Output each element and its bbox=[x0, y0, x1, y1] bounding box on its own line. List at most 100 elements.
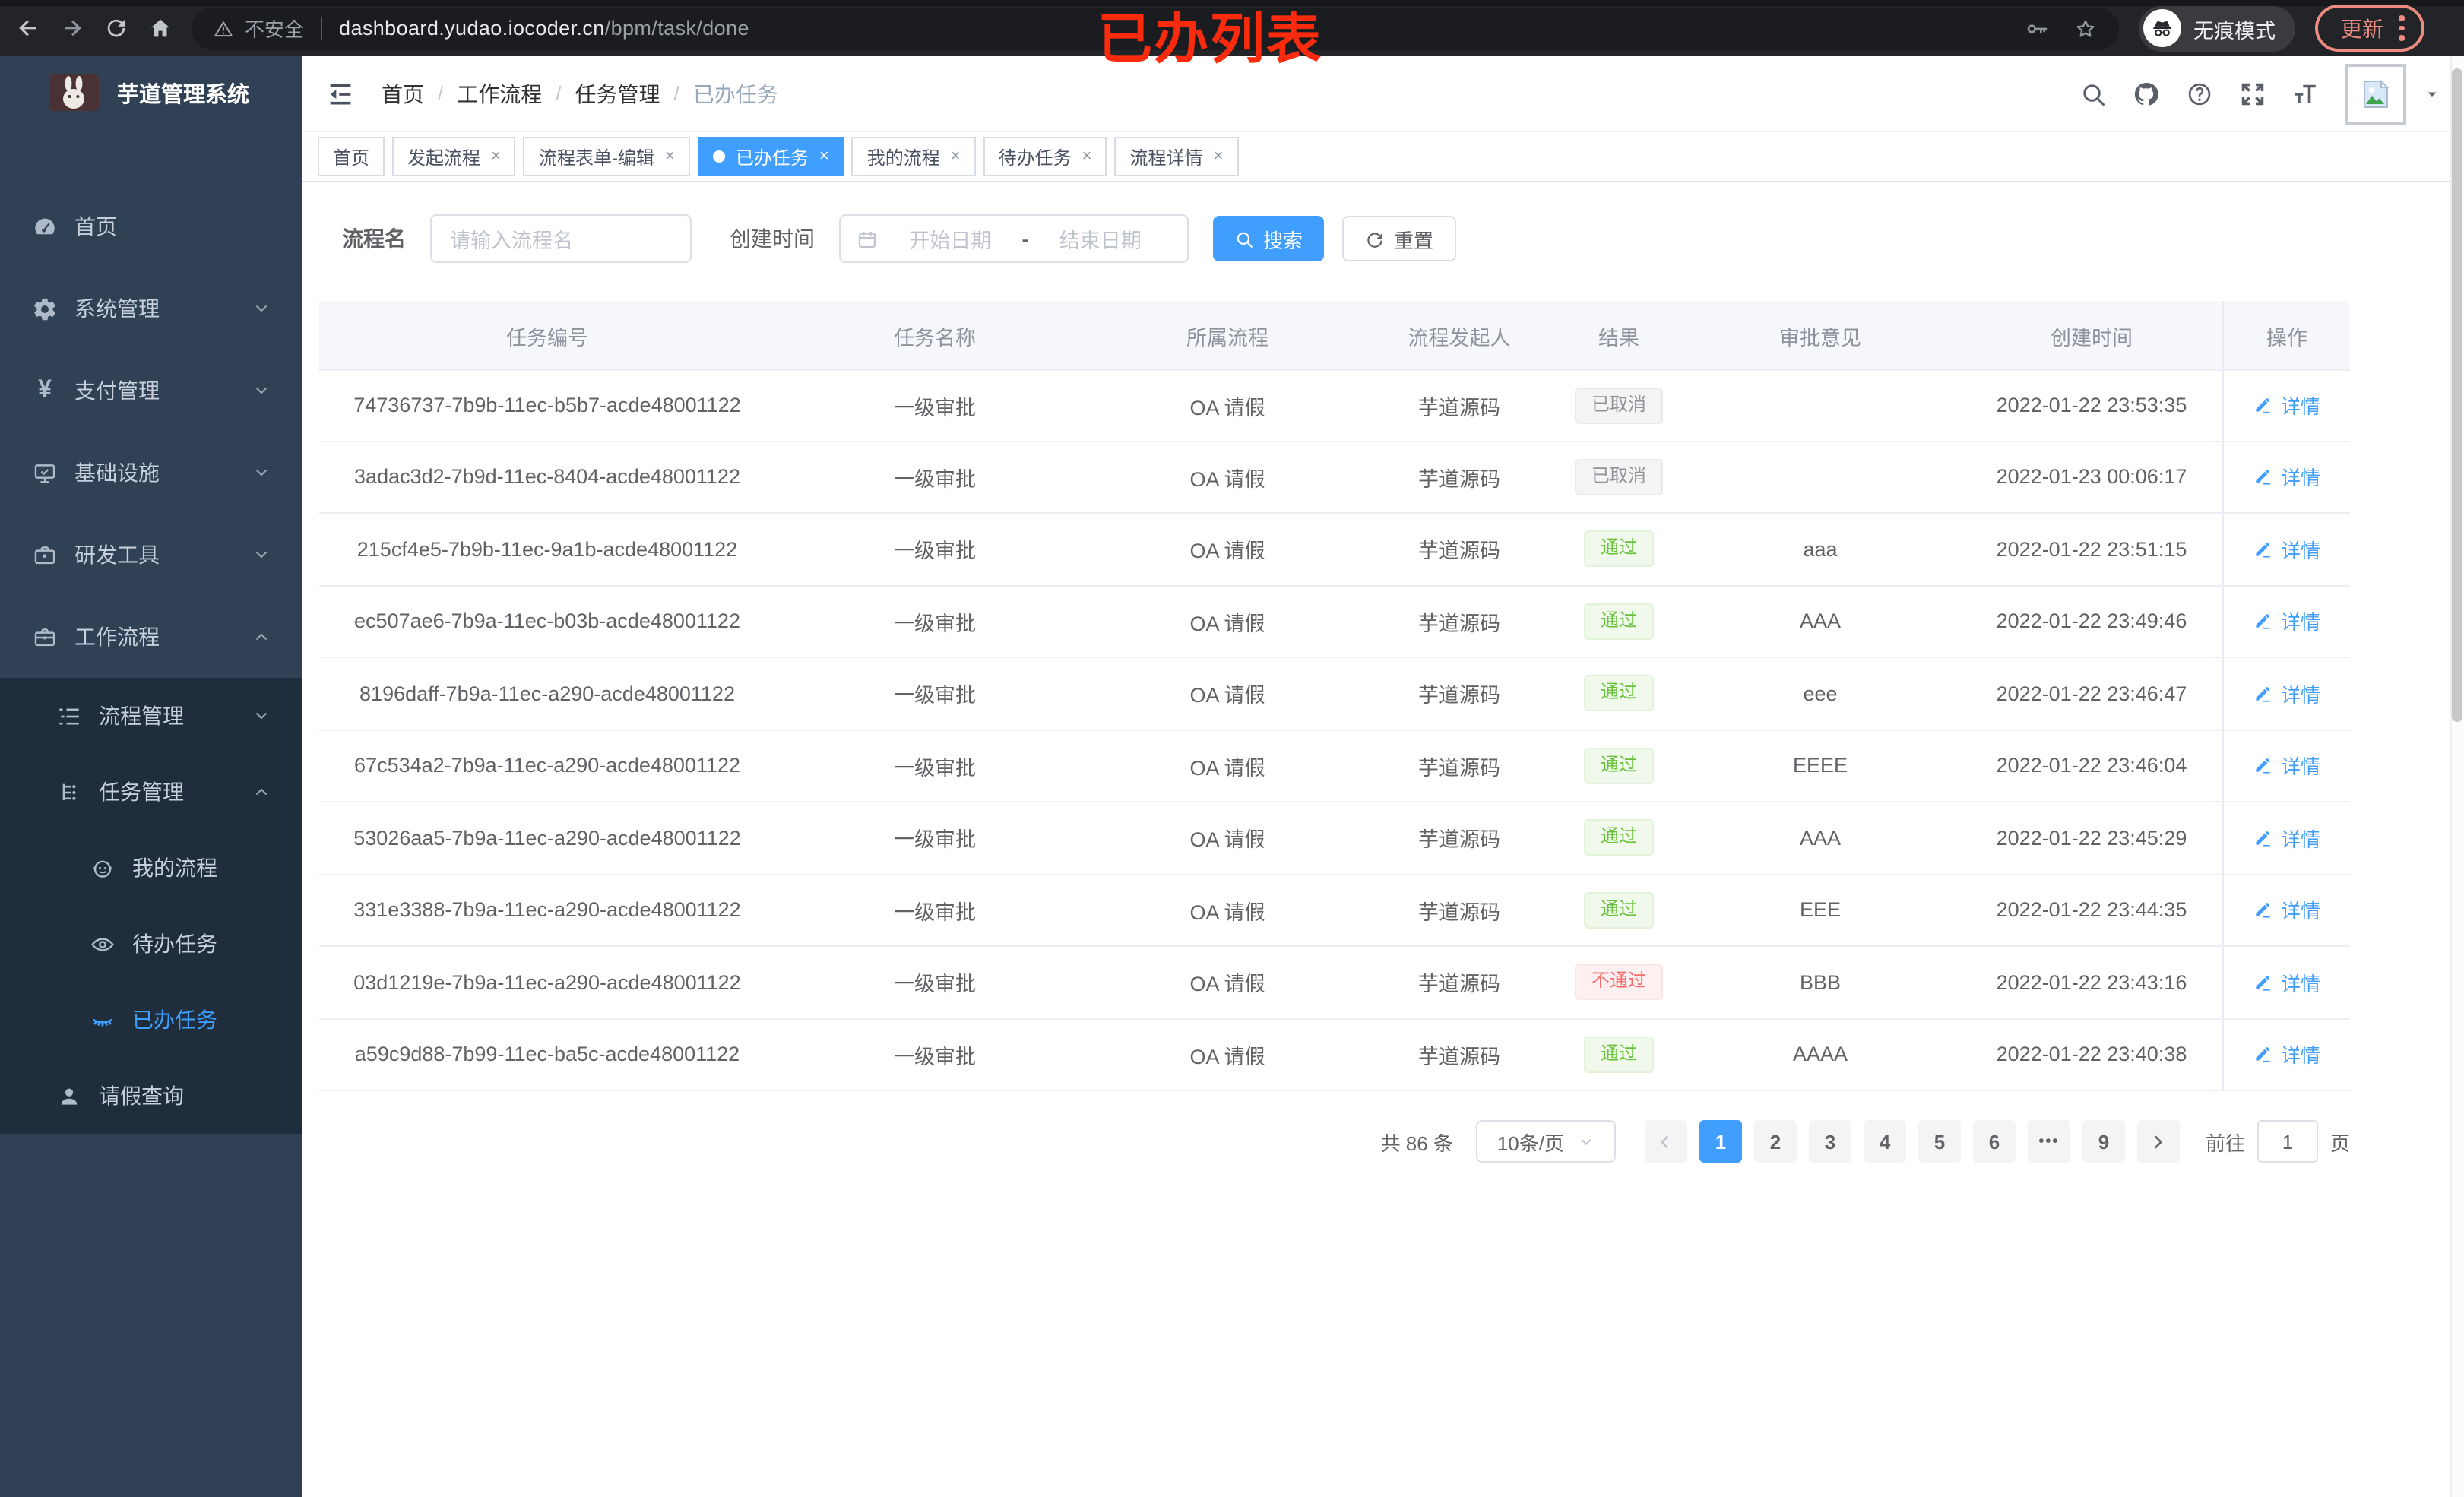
avatar[interactable] bbox=[2345, 63, 2406, 124]
reload-icon[interactable] bbox=[103, 15, 129, 41]
chevron-down-icon bbox=[252, 299, 271, 318]
end-date-placeholder[interactable]: 结束日期 bbox=[1059, 229, 1142, 252]
tab-首页[interactable]: 首页 bbox=[318, 137, 385, 176]
detail-link-label: 详情 bbox=[2280, 467, 2320, 490]
process-name-input[interactable]: 请输入流程名 bbox=[430, 214, 692, 263]
detail-link[interactable]: 详情 bbox=[2253, 896, 2320, 925]
security-label: 不安全 bbox=[245, 18, 305, 41]
monitor-icon bbox=[32, 460, 58, 486]
sidebar-item-基础设施[interactable]: 基础设施 bbox=[0, 432, 302, 514]
sidebar-toggle-icon[interactable] bbox=[325, 78, 356, 109]
detail-link[interactable]: 详情 bbox=[2253, 968, 2320, 997]
date-range-picker[interactable]: 开始日期 - 结束日期 bbox=[839, 214, 1189, 263]
page-button-5[interactable]: 5 bbox=[1918, 1120, 1961, 1163]
sidebar-item-系统管理[interactable]: 系统管理 bbox=[0, 267, 302, 350]
help-icon[interactable] bbox=[2186, 80, 2213, 107]
cell-操作: 详情 bbox=[2222, 586, 2350, 657]
tab-close-icon[interactable]: × bbox=[1213, 147, 1224, 165]
cell-任务编号: 53026aa5-7b9a-11ec-a290-acde48001122 bbox=[353, 826, 741, 850]
app-title: 芋道管理系统 bbox=[117, 83, 249, 107]
goto-label: 前往 bbox=[2205, 1131, 2245, 1154]
goto-page-input[interactable]: 1 bbox=[2257, 1120, 2318, 1163]
breadcrumb-item[interactable]: 任务管理 bbox=[575, 81, 660, 106]
start-date-placeholder[interactable]: 开始日期 bbox=[909, 229, 992, 252]
detail-link[interactable]: 详情 bbox=[2253, 535, 2320, 564]
scrollbar-thumb[interactable] bbox=[2452, 68, 2462, 722]
detail-link[interactable]: 详情 bbox=[2253, 824, 2320, 853]
tab-close-icon[interactable]: × bbox=[491, 147, 501, 165]
page-button-6[interactable]: 6 bbox=[1972, 1120, 2016, 1163]
avatar-caret-icon[interactable] bbox=[2423, 84, 2441, 103]
sidebar-item-请假查询[interactable]: 请假查询 bbox=[0, 1058, 302, 1134]
chevron-up-icon bbox=[252, 628, 271, 646]
sidebar-item-已办任务[interactable]: 已办任务 bbox=[0, 982, 302, 1058]
prev-page-button[interactable] bbox=[1644, 1120, 1687, 1163]
cell-任务名称: 一级审批 bbox=[894, 973, 976, 996]
home-icon[interactable] bbox=[147, 15, 173, 41]
key-icon[interactable] bbox=[2025, 16, 2049, 40]
result-badge: 通过 bbox=[1583, 747, 1654, 784]
tab-close-icon[interactable]: × bbox=[1082, 147, 1092, 165]
table-row: a59c9d88-7b99-11ec-ba5c-acde48001122 一级审批… bbox=[319, 1019, 2350, 1091]
search-icon[interactable] bbox=[2079, 80, 2107, 107]
detail-link[interactable]: 详情 bbox=[2253, 391, 2320, 420]
detail-link[interactable]: 详情 bbox=[2253, 752, 2320, 780]
cell-操作: 详情 bbox=[2222, 730, 2350, 801]
breadcrumb-item[interactable]: 首页 bbox=[382, 81, 424, 106]
page-button-4[interactable]: 4 bbox=[1863, 1120, 1906, 1163]
cell-操作: 详情 bbox=[2222, 658, 2350, 729]
detail-link-label: 详情 bbox=[2280, 539, 2320, 562]
chevron-down-icon bbox=[252, 546, 271, 564]
font-size-icon[interactable] bbox=[2292, 80, 2320, 107]
window-scrollbar[interactable] bbox=[2450, 56, 2464, 1497]
page-size-select[interactable]: 10条/页 bbox=[1475, 1120, 1616, 1163]
page-button-9[interactable]: 9 bbox=[2082, 1120, 2125, 1163]
sidebar-item-支付管理[interactable]: ¥ 支付管理 bbox=[0, 350, 302, 432]
tab-close-icon[interactable]: × bbox=[664, 147, 675, 165]
sidebar-item-流程管理[interactable]: 流程管理 bbox=[0, 678, 302, 754]
tab-我的流程[interactable]: 我的流程 × bbox=[851, 137, 976, 176]
sidebar-item-工作流程[interactable]: 工作流程 bbox=[0, 596, 302, 678]
page-button-2[interactable]: 2 bbox=[1753, 1120, 1797, 1163]
star-icon[interactable] bbox=[2073, 16, 2098, 40]
tab-已办任务[interactable]: 已办任务 × bbox=[697, 137, 844, 176]
update-button[interactable]: 更新 bbox=[2315, 5, 2424, 52]
cell-审批意见: EEE bbox=[1799, 898, 1841, 922]
edit-icon bbox=[2253, 828, 2273, 848]
tab-流程表单-编辑[interactable]: 流程表单-编辑 × bbox=[523, 137, 690, 176]
sidebar-item-待办任务[interactable]: 待办任务 bbox=[0, 906, 302, 982]
url-divider bbox=[321, 17, 323, 40]
fullscreen-icon[interactable] bbox=[2239, 80, 2266, 107]
sidebar-item-任务管理[interactable]: 任务管理 bbox=[0, 754, 302, 830]
pagination-ellipsis[interactable]: ••• bbox=[2027, 1120, 2070, 1163]
page-button-1[interactable]: 1 bbox=[1699, 1120, 1742, 1163]
detail-link[interactable]: 详情 bbox=[2253, 463, 2320, 492]
next-page-button[interactable] bbox=[2136, 1120, 2180, 1163]
breadcrumb-item[interactable]: 工作流程 bbox=[457, 81, 543, 106]
search-button[interactable]: 搜索 bbox=[1213, 216, 1325, 261]
cell-创建时间: 2022-01-22 23:49:46 bbox=[1996, 609, 2187, 633]
sidebar-item-首页[interactable]: 首页 bbox=[0, 185, 302, 267]
url-bar[interactable]: 不安全 dashboard.yudao.iocoder.cn/bpm/task/… bbox=[192, 7, 2119, 49]
page-button-3[interactable]: 3 bbox=[1808, 1120, 1851, 1163]
sidebar-item-我的流程[interactable]: 我的流程 bbox=[0, 830, 302, 906]
back-icon[interactable] bbox=[15, 15, 41, 41]
breadcrumb-separator: / bbox=[438, 82, 444, 105]
forward-icon[interactable] bbox=[59, 15, 85, 41]
tab-流程详情[interactable]: 流程详情 × bbox=[1114, 137, 1239, 176]
detail-link[interactable]: 详情 bbox=[2253, 607, 2320, 636]
detail-link[interactable]: 详情 bbox=[2253, 1040, 2320, 1069]
reset-button[interactable]: 重置 bbox=[1342, 216, 1457, 261]
table-row: 331e3388-7b9a-11ec-a290-acde48001122 一级审批… bbox=[319, 875, 2350, 947]
tab-待办任务[interactable]: 待办任务 × bbox=[983, 137, 1107, 176]
user-icon bbox=[56, 1083, 82, 1109]
detail-link[interactable]: 详情 bbox=[2253, 679, 2320, 708]
edit-icon bbox=[2253, 1045, 2273, 1065]
tab-close-icon[interactable]: × bbox=[819, 147, 829, 165]
cell-结果: 通过 bbox=[1558, 802, 1680, 873]
browser-menu-icon[interactable] bbox=[2399, 15, 2404, 41]
tab-close-icon[interactable]: × bbox=[950, 147, 961, 165]
tab-发起流程[interactable]: 发起流程 × bbox=[392, 137, 516, 176]
sidebar-item-研发工具[interactable]: 研发工具 bbox=[0, 514, 302, 596]
github-icon[interactable] bbox=[2133, 80, 2160, 107]
